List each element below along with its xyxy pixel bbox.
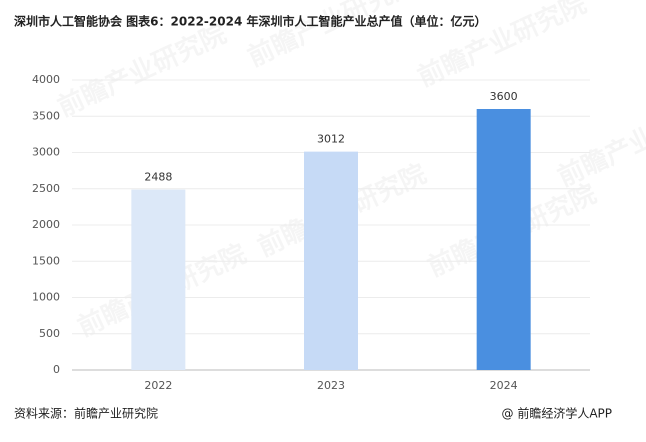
watermark: 前瞻产业研究院 (553, 88, 646, 193)
bar (131, 189, 186, 370)
value-label: 2488 (144, 171, 172, 184)
y-tick-label: 1000 (32, 291, 60, 304)
y-tick-label: 1500 (32, 254, 60, 267)
y-tick-label: 500 (39, 327, 60, 340)
x-tick-label: 2022 (144, 379, 172, 392)
y-tick-label: 2500 (32, 182, 60, 195)
bar (304, 151, 358, 370)
value-label: 3012 (317, 133, 345, 146)
x-tick-label: 2024 (490, 379, 518, 392)
source: 资料来源：前瞻产业研究院 (14, 406, 158, 421)
value-label: 3600 (490, 90, 518, 103)
y-tick-label: 3500 (32, 109, 60, 122)
watermark: 前瞻产业研究院 (53, 18, 231, 123)
x-tick-label: 2023 (317, 379, 345, 392)
bar (476, 109, 531, 370)
y-tick-label: 0 (53, 363, 60, 376)
y-tick-label: 2000 (32, 218, 60, 231)
y-tick-label: 3000 (32, 146, 60, 159)
chart-title: 深圳市人工智能协会 图表6：2022-2024 年深圳市人工智能产业总产值（单位… (14, 14, 487, 29)
watermark: 前瞻产业研究院 (243, 0, 421, 73)
credit: @ 前瞻经济学人APP (502, 406, 613, 421)
y-tick-label: 4000 (32, 73, 60, 86)
